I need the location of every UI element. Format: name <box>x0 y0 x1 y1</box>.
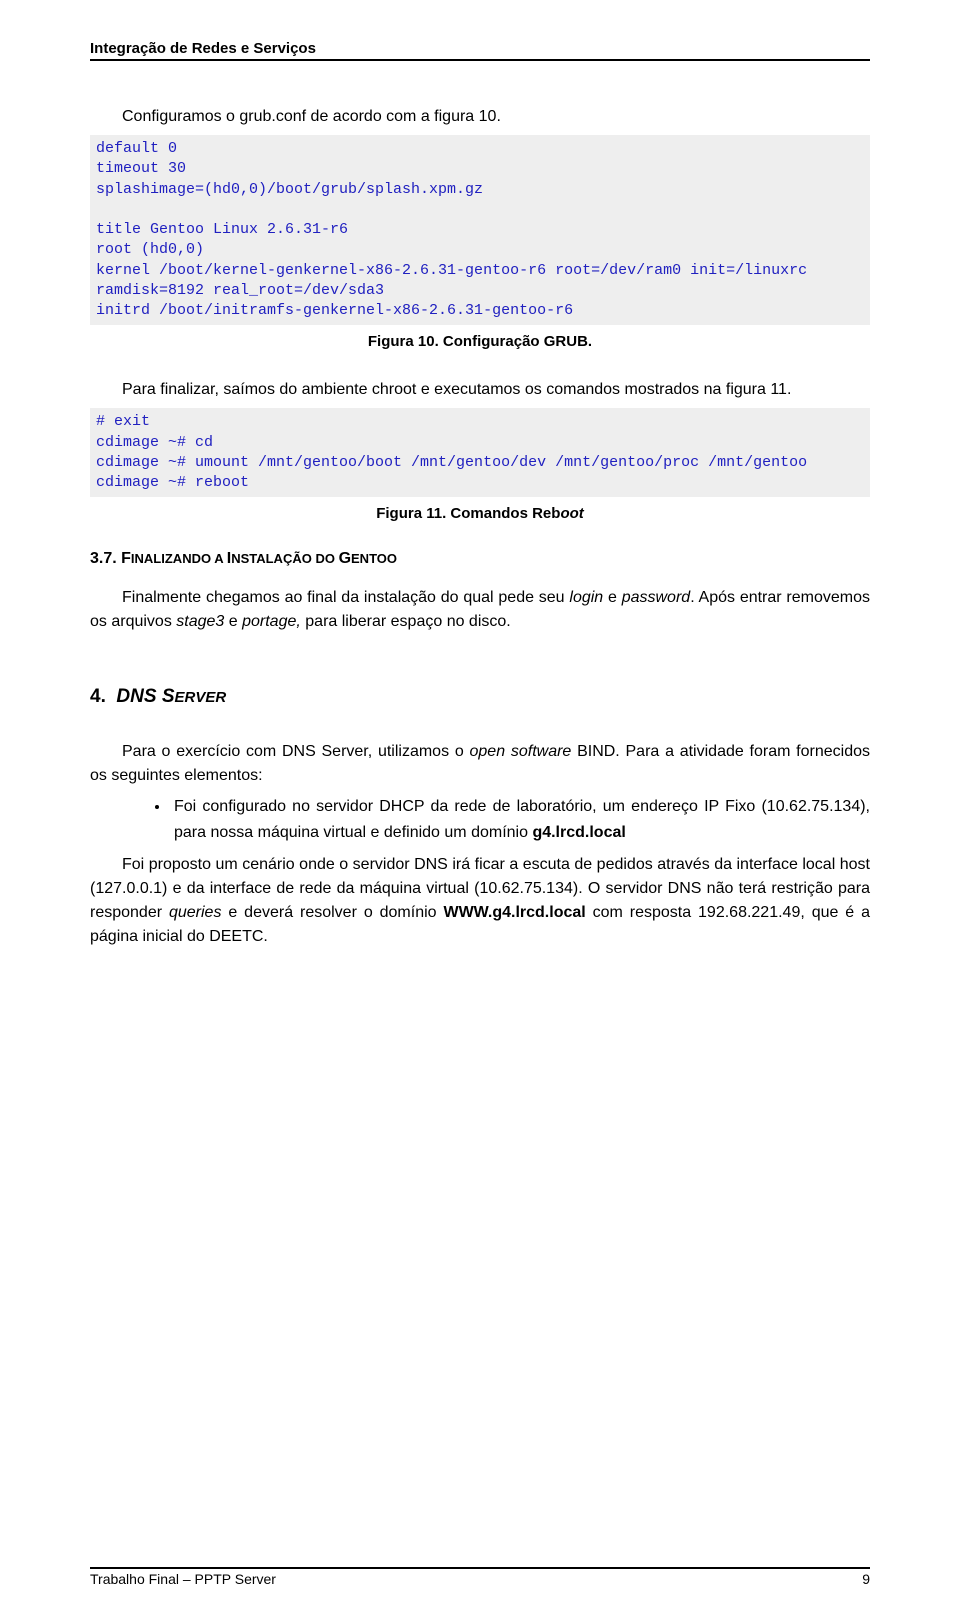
text-italic: open software <box>470 743 572 760</box>
h3-sc: ENTOO <box>351 551 397 566</box>
text-italic: queries <box>169 904 221 921</box>
page: Integração de Redes e Serviços Configura… <box>0 0 960 1617</box>
text: e <box>224 613 242 630</box>
h2-number: 4. <box>90 686 106 707</box>
code-block-reboot: # exit cdimage ~# cd cdimage ~# umount /… <box>90 408 870 497</box>
paragraph: Finalmente chegamos ao final da instalaç… <box>90 586 870 634</box>
text: Finalmente chegamos ao final da instalaç… <box>122 589 569 606</box>
text-italic: portage, <box>242 613 301 630</box>
text-italic: login <box>569 589 603 606</box>
h2-text: DNS S <box>116 686 174 707</box>
page-footer: Trabalho Final – PPTP Server 9 <box>90 1567 870 1587</box>
paragraph: Foi proposto um cenário onde o servidor … <box>90 853 870 949</box>
h3-sc: NSTALAÇÃO DO <box>231 551 338 566</box>
text: e <box>603 589 622 606</box>
text-italic: password <box>622 589 690 606</box>
text: para liberar espaço no disco. <box>301 613 511 630</box>
figcap-italic: oot <box>560 505 583 522</box>
h2-sc: ERVER <box>175 689 227 706</box>
code-block-grub: default 0 timeout 30 splashimage=(hd0,0)… <box>90 135 870 325</box>
heading-3-7: 3.7. FINALIZANDO A INSTALAÇÃO DO GENTOO <box>90 550 870 568</box>
footer-page-number: 9 <box>862 1571 870 1587</box>
text: Para o exercício com DNS Server, utiliza… <box>122 743 470 760</box>
h3-sc: INALIZANDO A <box>131 551 227 566</box>
paragraph: Para finalizar, saímos do ambiente chroo… <box>90 378 870 402</box>
page-header: Integração de Redes e Serviços <box>90 40 870 61</box>
text-bold: g4.lrcd.local <box>532 824 625 841</box>
h3-number: 3.7. <box>90 550 121 567</box>
text: Foi configurado no servidor DHCP da rede… <box>174 798 870 841</box>
figcap-text: Figura 11. Comandos Reb <box>376 505 560 522</box>
text-italic: stage3 <box>176 613 224 630</box>
figure-caption-10: Figura 10. Configuração GRUB. <box>90 333 870 350</box>
text: e deverá resolver o domínio <box>221 904 443 921</box>
text-bold: WWW.g4.lrcd.local <box>443 904 585 921</box>
figure-caption-11: Figura 11. Comandos Reboot <box>90 505 870 522</box>
list-item: Foi configurado no servidor DHCP da rede… <box>170 794 870 845</box>
paragraph: Configuramos o grub.conf de acordo com a… <box>90 105 870 129</box>
h3-cap: G <box>339 550 351 567</box>
paragraph: Para o exercício com DNS Server, utiliza… <box>90 740 870 788</box>
footer-left: Trabalho Final – PPTP Server <box>90 1571 276 1587</box>
bullet-list: Foi configurado no servidor DHCP da rede… <box>90 794 870 845</box>
heading-4: 4. DNS SERVER <box>90 686 870 708</box>
h3-cap: F <box>121 550 131 567</box>
header-title: Integração de Redes e Serviços <box>90 40 316 57</box>
